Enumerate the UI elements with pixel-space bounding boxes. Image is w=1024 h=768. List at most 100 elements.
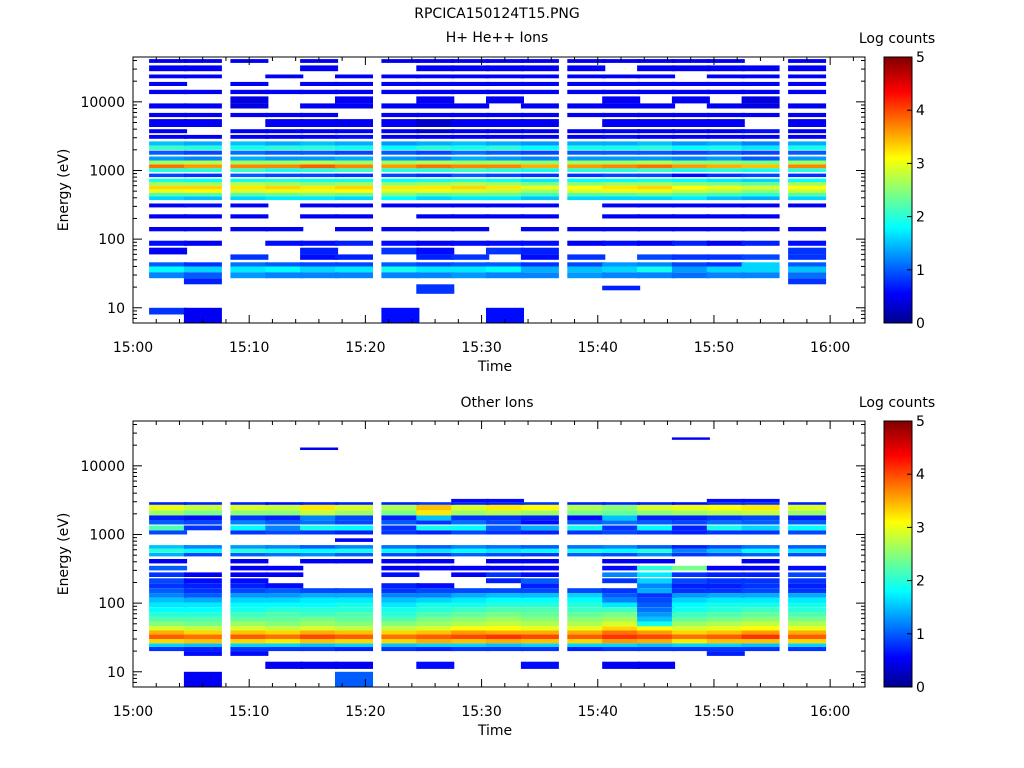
heatmap-cell <box>381 185 420 190</box>
heatmap-cell <box>741 266 780 273</box>
colorbar-ticks: 0 1 2 3 4 5 <box>907 50 925 332</box>
heatmap-cell <box>451 612 490 617</box>
heatmap-cell <box>451 530 490 535</box>
heatmap-cell <box>741 112 780 118</box>
heatmap-cell <box>230 639 269 644</box>
heatmap-cell <box>520 203 559 208</box>
heatmap-cell <box>381 74 420 79</box>
heatmap-cell <box>335 639 373 644</box>
heatmap-cell <box>706 266 745 273</box>
heatmap-cell <box>451 196 490 201</box>
heatmap-cell <box>416 193 455 197</box>
heatmap-cell <box>335 214 373 219</box>
heatmap-cell <box>567 182 606 186</box>
heatmap-cell <box>741 597 780 603</box>
heatmap-cell <box>706 59 745 63</box>
heatmap-cell <box>486 630 524 635</box>
heatmap-cell <box>637 510 676 516</box>
heatmap-cell <box>381 307 420 323</box>
x-tick-label: 15:20 <box>345 704 385 720</box>
heatmap-cell <box>381 173 420 178</box>
heatmap-cell <box>265 227 304 232</box>
heatmap-cell <box>486 141 524 146</box>
heatmap-cell <box>416 548 455 553</box>
heatmap-cell <box>741 240 780 246</box>
heatmap-cell <box>230 145 269 150</box>
heatmap-cell <box>741 193 780 197</box>
heatmap-cell <box>486 515 524 521</box>
x-tick-label: 15:00 <box>113 340 153 356</box>
heatmap-cell <box>300 150 339 155</box>
heatmap-cell <box>265 639 304 644</box>
heatmap-cell <box>706 189 745 193</box>
heatmap-cell <box>741 548 780 553</box>
heatmap-cell <box>451 119 490 127</box>
heatmap-cell <box>706 119 745 127</box>
heatmap-cells <box>149 437 827 687</box>
heatmap-cell <box>741 583 780 589</box>
heatmap-cell <box>637 572 676 577</box>
heatmap-cell <box>451 597 490 603</box>
heatmap-cell <box>567 607 606 613</box>
heatmap-cell <box>230 510 269 516</box>
heatmap-cell <box>149 156 188 161</box>
heatmap-cell <box>335 661 373 669</box>
heatmap-cell <box>183 141 222 146</box>
heatmap-cell <box>637 639 676 644</box>
x-axis: 15:00 15:10 15:20 15:30 15:40 15:50 16:00 <box>113 421 854 720</box>
heatmap-cell <box>741 185 780 190</box>
y-tick-label: 10 <box>107 301 125 317</box>
heatmap-cell <box>602 182 641 186</box>
heatmap-cell <box>416 81 455 86</box>
heatmap-cell <box>520 103 559 109</box>
heatmap-cell <box>671 160 710 165</box>
heatmap-cell <box>788 119 827 127</box>
heatmap-cell <box>416 607 455 613</box>
heatmap-cell <box>706 81 745 86</box>
heatmap-cell <box>671 227 710 232</box>
heatmap-cell <box>486 247 524 255</box>
heatmap-cell <box>486 588 524 594</box>
heatmap-cell <box>416 646 455 652</box>
heatmap-cell <box>265 643 304 647</box>
heatmap-cell <box>637 129 676 134</box>
heatmap-cell <box>637 156 676 161</box>
heatmap-cell <box>381 597 420 603</box>
heatmap-cell <box>671 164 710 169</box>
heatmap-cell <box>335 134 373 139</box>
heatmap-cell <box>451 59 490 63</box>
heatmap-cell <box>520 502 559 505</box>
heatmap-cell <box>230 266 269 273</box>
heatmap-cell <box>706 240 745 246</box>
panel-title: Other Ions <box>460 395 533 411</box>
heatmap-cell <box>300 626 339 631</box>
heatmap-cell <box>149 515 188 521</box>
heatmap-cell <box>602 96 641 104</box>
heatmap-cell <box>788 156 827 161</box>
heatmap-cell <box>520 272 559 279</box>
heatmap-cell <box>149 565 188 571</box>
heatmap-cell <box>149 119 188 127</box>
heatmap-cell <box>706 545 745 549</box>
heatmap-cell <box>602 525 641 531</box>
heatmap-cell <box>741 593 780 598</box>
heatmap-cell <box>602 134 641 139</box>
heatmap-cell <box>381 59 420 63</box>
heatmap-cell <box>671 621 710 627</box>
heatmap-cell <box>381 588 420 594</box>
heatmap-cell <box>520 247 559 255</box>
heatmap-cell <box>741 160 780 165</box>
heatmap-cell <box>416 272 455 279</box>
heatmap-cell <box>637 65 676 72</box>
heatmap-cell <box>149 193 188 197</box>
heatmap-cell <box>149 578 188 584</box>
heatmap-cell <box>671 593 710 598</box>
heatmap-cell <box>300 630 339 635</box>
heatmap-cell <box>230 525 269 531</box>
heatmap-cell <box>183 262 222 267</box>
heatmap-cell <box>416 597 455 603</box>
heatmap-cell <box>183 520 222 525</box>
heatmap-cell <box>149 626 188 631</box>
heatmap-cell <box>741 504 780 511</box>
heatmap-cell <box>300 634 339 639</box>
